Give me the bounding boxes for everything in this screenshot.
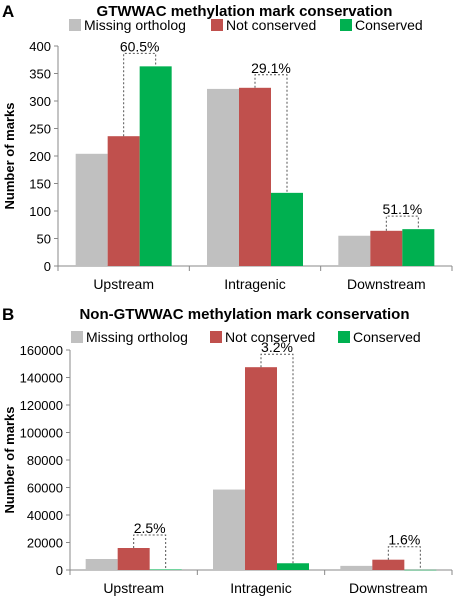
bar [277,563,309,570]
bar [239,87,271,266]
y-axis-label: Number of marks [2,407,17,514]
bar [338,235,371,266]
legend-label: Not conserved [225,329,315,345]
y-axis-label: Number of marks [2,103,17,210]
y-tick-label: 60000 [27,481,63,496]
percent-annotation: 51.1% [382,201,422,217]
x-tick-label: Intragenic [230,580,291,596]
y-tick-label: 250 [29,122,51,137]
legend-label: Missing ortholog [84,17,186,33]
annotation-bracket [133,534,167,570]
bar [271,192,303,266]
bar [149,569,182,570]
annotation-bracket [260,353,294,564]
y-tick-label: 160000 [20,343,63,358]
legend-label: Conserved [355,17,423,33]
bar [139,66,172,266]
y-tick-label: 400 [29,39,51,54]
x-tick-label: Downstream [347,276,426,292]
bar [402,229,435,266]
annotation-bracket [385,215,419,231]
x-tick-label: Intragenic [224,276,285,292]
percent-annotation: 1.6% [388,532,420,548]
bar [370,230,403,266]
bar-chart: Missing ortholog Not conserved Conserved 0 5… [2,17,453,292]
y-tick-label: 80000 [27,453,63,468]
legend-label: Not conserved [226,17,316,33]
y-tick-label: 300 [29,94,51,109]
y-tick-label: 150 [29,177,51,192]
x-tick-label: Downstream [349,580,428,596]
legend-label: Missing ortholog [86,329,188,345]
y-tick-label: 100000 [20,426,63,441]
chart-title: GTWWAC methylation mark conservation [96,3,393,20]
bar-chart: Missing ortholog Not conserved Conserved 0 2… [2,329,453,596]
y-tick-label: 200 [29,149,51,164]
y-tick-label: 0 [56,563,63,578]
bar [245,367,277,570]
panel-letter: A [2,2,15,21]
x-tick-label: Upstream [103,580,164,596]
y-tick-label: 40000 [27,508,63,523]
y-tick-label: 20000 [27,536,63,551]
bar [107,136,140,266]
percent-annotation: 2.5% [134,520,166,536]
panel-b: B Non-GTWWAC methylation mark conservati… [0,303,459,601]
annotation-bracket [254,74,288,193]
percent-annotation: 60.5% [120,38,160,54]
y-tick-label: 0 [44,259,51,274]
legend-swatch [340,19,352,31]
bar [404,569,437,571]
legend-label: Conserved [353,329,421,345]
y-tick-label: 350 [29,67,51,82]
bar [340,565,373,570]
legend-swatch [71,331,83,343]
percent-annotation: 29.1% [251,60,291,76]
y-tick-label: 100 [29,204,51,219]
annotation-bracket [387,546,421,570]
percent-annotation: 3.2% [261,339,293,355]
legend-swatch [211,19,223,31]
bar [372,559,405,570]
panel-letter: B [2,305,15,324]
legend-swatch [69,19,81,31]
bar [117,548,150,570]
panel-a: A GTWWAC methylation mark conservation M… [0,0,459,298]
bar [213,489,245,570]
x-tick-label: Upstream [93,276,154,292]
bar [207,88,239,267]
legend-swatch [338,331,350,343]
bar [75,153,108,266]
y-tick-label: 50 [37,232,51,247]
legend-swatch [210,331,222,343]
y-tick-label: 140000 [20,371,63,386]
bar [85,559,118,570]
annotation-bracket [123,52,157,137]
y-tick-label: 120000 [20,398,63,413]
chart-title: Non-GTWWAC methylation mark conservation [79,306,410,323]
